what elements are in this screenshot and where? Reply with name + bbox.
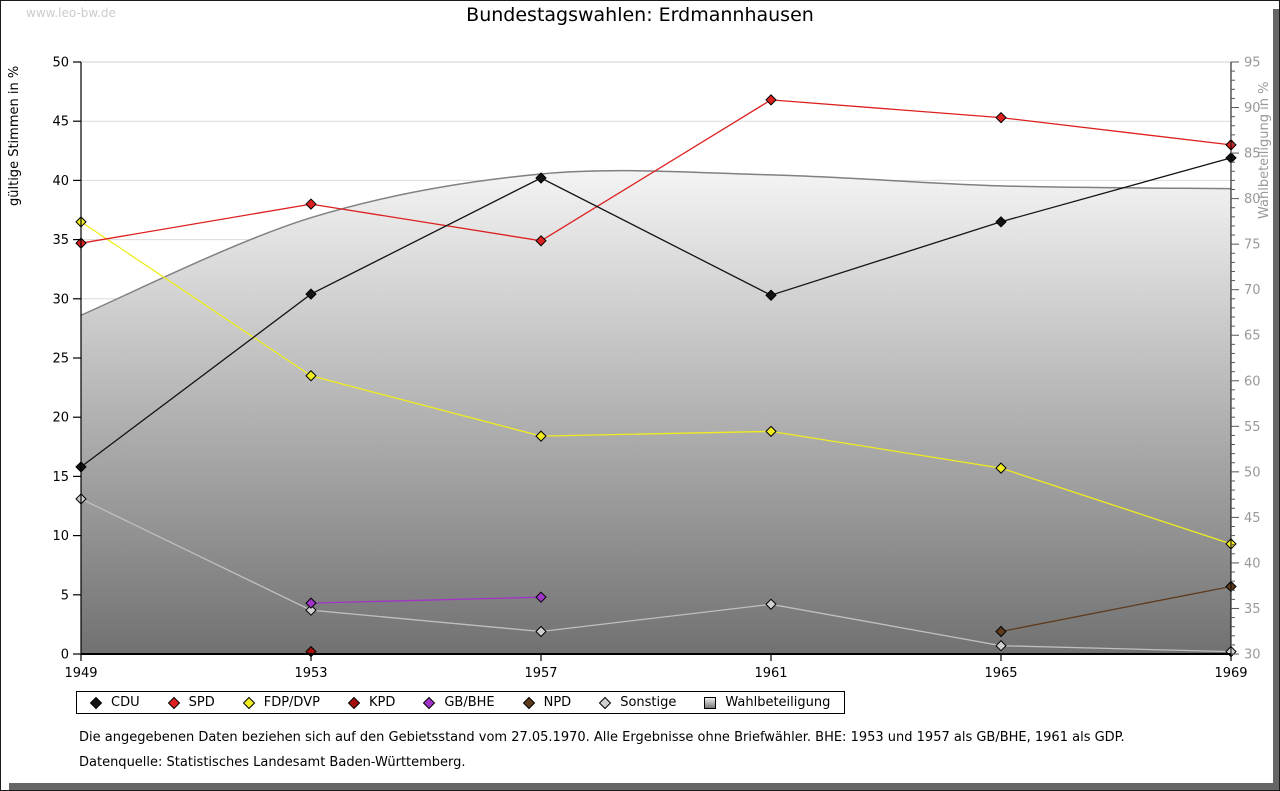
svg-text:5: 5 [61,588,69,603]
svg-text:0: 0 [61,648,69,663]
legend-item-wahlbeteiligung: Wahlbeteiligung [703,695,830,710]
wahlbeteiligung-marker-icon [704,696,717,709]
gb-bhe-marker-icon [423,696,436,709]
legend-label-sonstige: Sonstige [620,695,677,710]
legend-item-fdp-dvp: FDP/DVP [242,695,320,710]
series-npd [995,580,1237,638]
svg-text:85: 85 [1244,147,1261,162]
legend-item-sonstige: Sonstige [598,695,676,710]
svg-text:1969: 1969 [1214,666,1247,681]
svg-text:10: 10 [52,529,69,544]
svg-text:45: 45 [1244,511,1261,526]
svg-text:70: 70 [1244,283,1261,298]
footnote-gebietsstand: Die angegebenen Daten beziehen sich auf … [79,730,1125,745]
legend-label-npd: NPD [543,695,572,710]
legend-item-gb-bhe: GB/BHE [422,695,495,710]
legend-label-cdu: CDU [111,695,140,710]
leo-bw-watermark: www.leo-bw.de [26,6,116,20]
kpd-marker-icon [347,696,361,709]
svg-text:50: 50 [1244,465,1261,480]
legend-label-spd: SPD [188,695,215,710]
svg-text:65: 65 [1244,329,1261,344]
svg-text:1949: 1949 [64,666,97,681]
legend-label-fdp-dvp: FDP/DVP [263,695,320,710]
legend-item-npd: NPD [522,695,572,710]
svg-text:50: 50 [52,56,69,71]
legend-item-cdu: CDU [89,695,140,710]
series-gb-bhe [305,591,547,609]
svg-text:80: 80 [1244,192,1261,207]
svg-text:1957: 1957 [524,666,557,681]
svg-text:30: 30 [1244,648,1261,663]
svg-text:15: 15 [52,470,69,485]
cdu-marker-icon [89,696,103,709]
svg-text:30: 30 [52,292,69,307]
svg-text:35: 35 [1244,602,1261,617]
legend-label-gb-bhe: GB/BHE [444,695,495,710]
fdp-dvp-marker-icon [242,696,255,709]
turnout-area [81,170,1231,654]
right-axis-title: Wahlbeteiligung in % [1257,82,1272,219]
legend-item-kpd: KPD [347,695,395,710]
svg-text:95: 95 [1244,56,1261,71]
svg-text:55: 55 [1244,420,1261,435]
frame-shadow-right [1273,9,1279,790]
svg-text:60: 60 [1244,374,1261,389]
svg-text:35: 35 [52,233,69,248]
footnote-datenquelle: Datenquelle: Statistisches Landesamt Bad… [79,755,466,770]
svg-text:1965: 1965 [984,666,1017,681]
svg-text:25: 25 [52,352,69,367]
svg-text:40: 40 [52,174,69,189]
left-axis-title: gültige Stimmen in % [7,66,22,206]
svg-text:75: 75 [1244,238,1261,253]
spd-marker-icon [167,696,180,709]
legend-label-wahlbeteiligung: Wahlbeteiligung [725,695,831,710]
svg-text:90: 90 [1244,101,1261,116]
svg-text:20: 20 [52,411,69,426]
legend-item-spd: SPD [167,695,215,710]
series-cdu [75,152,1237,473]
svg-text:1953: 1953 [294,666,327,681]
svg-text:45: 45 [52,115,69,130]
svg-text:40: 40 [1244,556,1261,571]
svg-text:1961: 1961 [754,666,787,681]
chart-legend: CDU SPD FDP/DVP KPD GB/BHE NPD Sonstige Wahlbet… [76,691,846,714]
legend-label-kpd: KPD [368,695,396,710]
frame-shadow-bottom [9,783,1279,790]
sonstige-marker-icon [598,696,612,709]
chart-title: Bundestagswahlen: Erdmannhausen [466,4,814,26]
npd-marker-icon [522,696,535,709]
